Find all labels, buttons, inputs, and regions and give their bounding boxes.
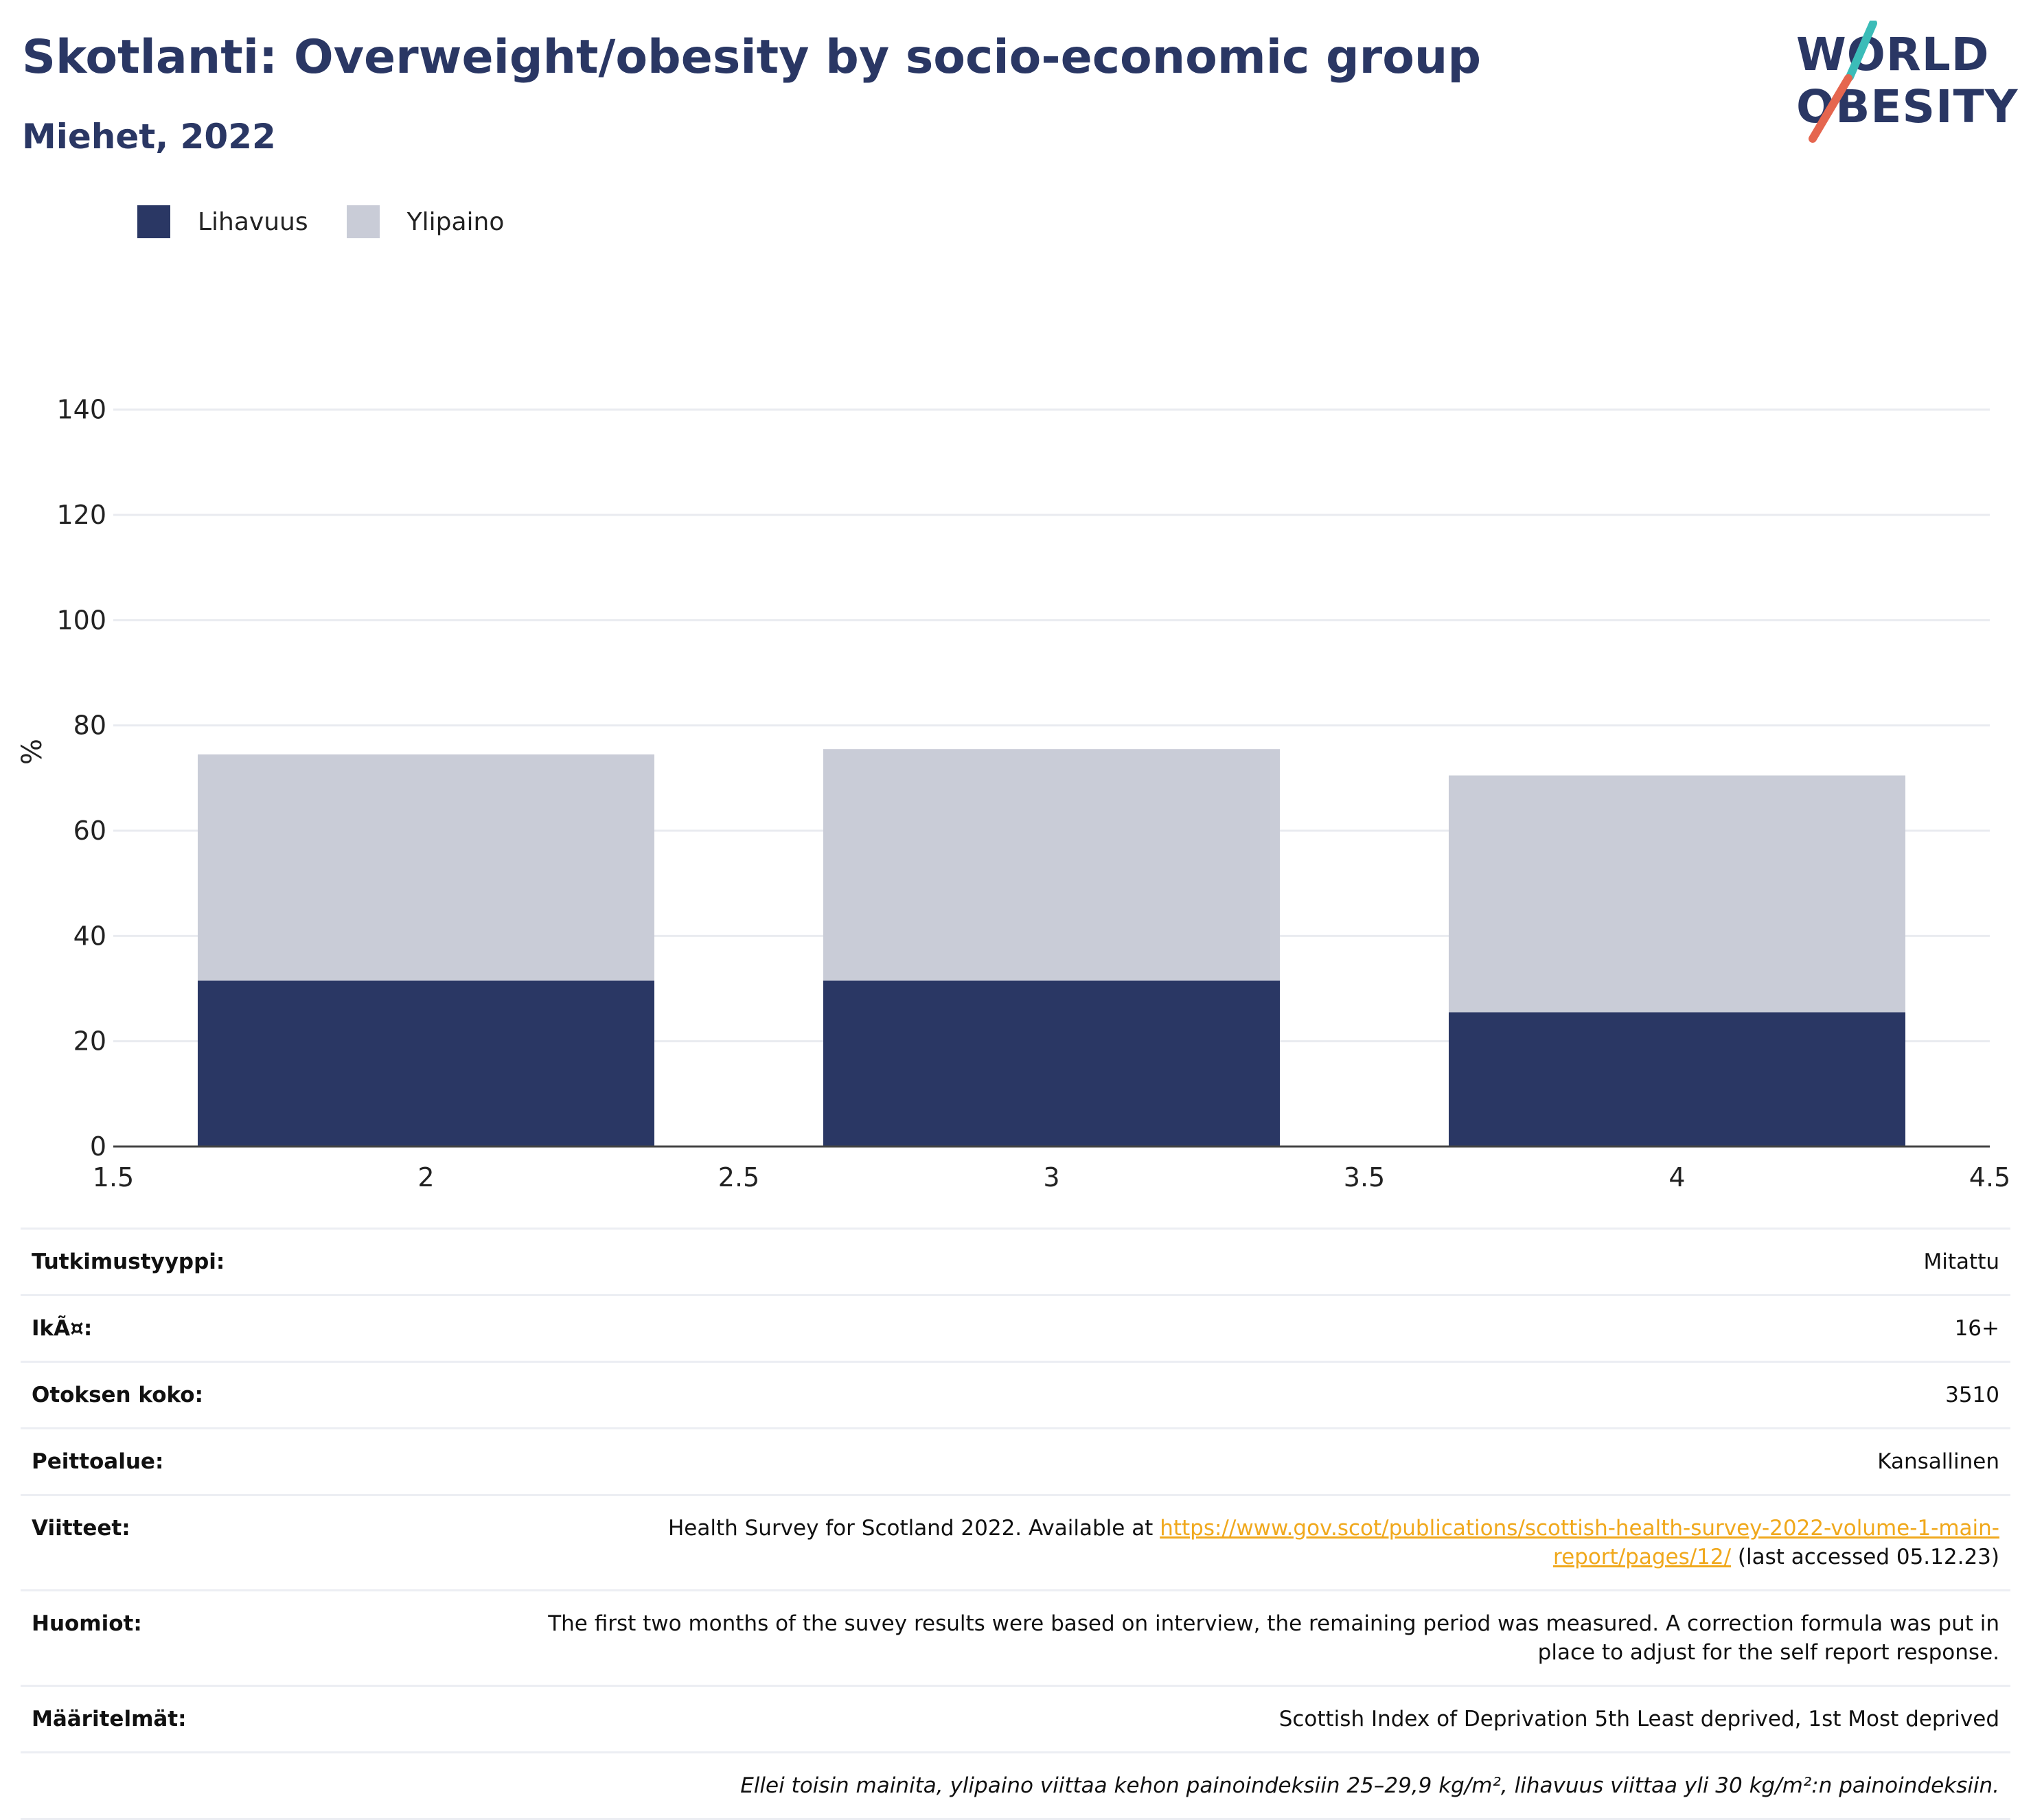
bar-overweight [823, 749, 1281, 981]
chart-title: Skotlanti: Overweight/obesity by socio-e… [22, 30, 1481, 84]
reference-prefix: Health Survey for Scotland 2022. Availab… [667, 1516, 1160, 1541]
x-tick-label: 4 [1668, 1162, 1685, 1193]
x-tick-label: 4.5 [1969, 1162, 2010, 1193]
reference-link[interactable]: https://www.gov.scot/publications/scotti… [1160, 1516, 1999, 1569]
y-tick-label: 40 [73, 921, 106, 951]
info-label: IkÃ¤: [32, 1316, 93, 1341]
legend-label-obesity: Lihavuus [198, 207, 308, 236]
y-tick-labels: 0 20 40 60 80 100 120 140 [56, 395, 106, 1162]
info-row-coverage: Peittoalue: Kansallinen [21, 1429, 2010, 1496]
y-tick-label: 80 [73, 711, 106, 741]
bar-obesity [1448, 1012, 1906, 1147]
info-row-study-type: Tutkimustyyppi: Mitattu [21, 1230, 2010, 1296]
bar-obesity [823, 980, 1281, 1147]
world-obesity-logo: WORLD OBESITY [1796, 21, 2018, 143]
y-tick-label: 100 [56, 605, 106, 635]
chart-subtitle: Miehet, 2022 [22, 117, 276, 157]
info-value: Mitattu [1923, 1249, 1999, 1274]
info-row-references: Viitteet: Health Survey for Scotland 202… [21, 1496, 2010, 1591]
bar-obesity [197, 980, 655, 1147]
info-table: Tutkimustyyppi: Mitattu IkÃ¤: 16+ Otokse… [21, 1228, 2010, 1820]
info-value: 3510 [1945, 1383, 1999, 1407]
logo-line1: WORLD [1796, 28, 1990, 81]
info-value: Scottish Index of Deprivation 5th Least … [1278, 1707, 1999, 1731]
info-label: Määritelmät: [32, 1707, 187, 1731]
info-value: Kansallinen [1877, 1449, 1999, 1474]
y-tick-label: 120 [56, 500, 106, 530]
y-tick-label: 140 [56, 395, 106, 425]
bars [197, 749, 1906, 1147]
y-tick-label: 20 [73, 1026, 106, 1057]
bar-overweight [1448, 775, 1906, 1013]
info-value: The first two months of the suvey result… [548, 1611, 1999, 1665]
info-value: 16+ [1954, 1316, 1999, 1341]
bar-overweight [197, 754, 655, 981]
legend-item-obesity[interactable]: Lihavuus [137, 205, 308, 238]
x-tick-labels: 1.5 2 2.5 3 3.5 4 4.5 [93, 1162, 2010, 1193]
info-row-definitions: Määritelmät: Scottish Index of Deprivati… [21, 1687, 2010, 1753]
info-value: Health Survey for Scotland 2022. Availab… [612, 1514, 1999, 1571]
x-tick-label: 3.5 [1344, 1162, 1385, 1193]
info-label: Viitteet: [32, 1516, 130, 1541]
y-axis-label: % [16, 739, 48, 765]
legend-item-overweight[interactable]: Ylipaino [346, 205, 505, 238]
info-label: Peittoalue: [32, 1449, 164, 1474]
legend-swatch-obesity [137, 205, 170, 238]
info-row-sample-size: Otoksen koko: 3510 [21, 1363, 2010, 1429]
y-tick-label: 60 [73, 816, 106, 846]
info-label: Huomiot: [32, 1611, 142, 1636]
info-row-age: IkÃ¤: 16+ [21, 1296, 2010, 1363]
footnote-text: Ellei toisin mainita, ylipaino viittaa k… [740, 1773, 1999, 1798]
y-tick-label: 0 [90, 1131, 106, 1162]
x-tick-label: 2.5 [718, 1162, 759, 1193]
info-row-notes: Huomiot: The first two months of the suv… [21, 1591, 2010, 1687]
bar-chart: 0 20 40 60 80 100 120 140 1.5 2 2.5 3 3.5 4 4.5 % [16, 395, 2010, 1193]
info-label: Otoksen koko: [32, 1383, 203, 1407]
x-tick-label: 2 [417, 1162, 434, 1193]
info-label: Tutkimustyyppi: [32, 1249, 225, 1274]
info-row-footnote: Ellei toisin mainita, ylipaino viittaa k… [21, 1753, 2010, 1820]
chart-legend: Lihavuus Ylipaino [137, 203, 542, 240]
legend-label-overweight: Ylipaino [406, 207, 505, 236]
x-tick-label: 3 [1043, 1162, 1059, 1193]
x-tick-label: 1.5 [93, 1162, 134, 1193]
reference-suffix: (last accessed 05.12.23) [1731, 1545, 1999, 1569]
legend-swatch-overweight [346, 205, 380, 238]
